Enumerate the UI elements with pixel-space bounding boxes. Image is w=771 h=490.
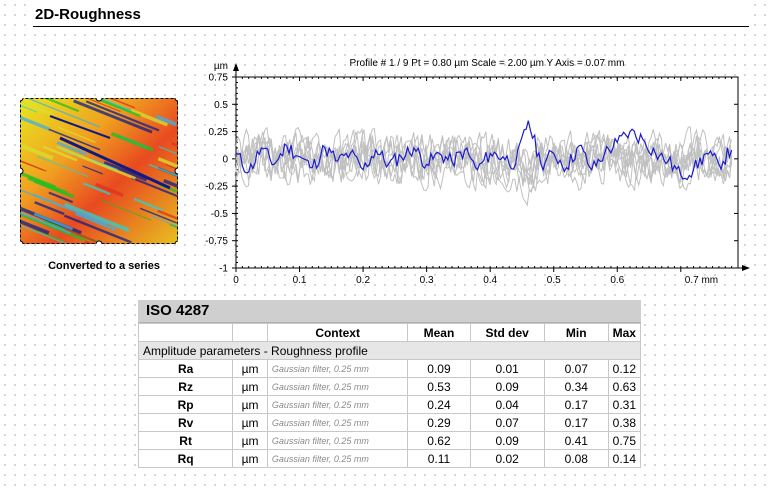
cell-min: 0.17 [543, 413, 609, 432]
cell-unit: µm [232, 359, 268, 378]
x-tick-label: 0.2 [356, 275, 370, 286]
header-unit [232, 323, 268, 342]
page-header: 2D-Roughness [33, 4, 749, 27]
table-row: Rt µm Gaussian filter, 0.25 mm 0.62 0.09 0.41… [137, 431, 642, 450]
y-tick-label: -0.5 [211, 209, 229, 220]
surface-thumbnail[interactable] [20, 98, 178, 244]
cell-context: Gaussian filter, 0.25 mm [266, 431, 409, 450]
x-axis-arrow [742, 265, 750, 271]
results-table: Context Mean Std dev Min Max Amplitude p… [137, 323, 642, 468]
cell-unit: µm [232, 377, 268, 396]
group-label: Amplitude parameters - Roughness profile [138, 341, 641, 360]
table-row: Rv µm Gaussian filter, 0.25 mm 0.29 0.07 0.17… [137, 413, 642, 432]
table-header-row: Context Mean Std dev Min Max [137, 323, 642, 342]
cell-max: 0.63 [607, 377, 642, 396]
cell-param: Rz [137, 377, 234, 396]
cell-context: Gaussian filter, 0.25 mm [266, 413, 409, 432]
header-min: Min [543, 323, 609, 342]
header-param [137, 323, 234, 342]
y-tick-label: -0.25 [205, 182, 228, 193]
background-profile [235, 132, 733, 186]
cell-max: 0.38 [607, 413, 642, 432]
y-axis-arrow [233, 63, 239, 71]
cell-min: 0.34 [543, 377, 609, 396]
cell-context: Gaussian filter, 0.25 mm [266, 377, 409, 396]
cell-std: 0.01 [469, 359, 545, 378]
surface-image [20, 98, 178, 244]
page-title: 2D-Roughness [35, 6, 141, 23]
x-tick-label: 0.4 [483, 275, 497, 286]
cell-std: 0.04 [469, 395, 545, 414]
table-row: Rz µm Gaussian filter, 0.25 mm 0.53 0.09 0.34… [137, 377, 642, 396]
cell-min: 0.41 [543, 431, 609, 450]
cell-unit: µm [232, 431, 268, 450]
resize-handles[interactable] [20, 98, 178, 244]
x-tick-label: 0.6 [610, 275, 624, 286]
header-mean: Mean [407, 323, 471, 342]
cell-mean: 0.09 [407, 359, 471, 378]
x-tick-label: 0 [233, 275, 239, 286]
thumbnail-caption: Converted to a series [48, 260, 160, 272]
cell-max: 0.75 [607, 431, 642, 450]
x-tick-label: 0.7 mm [685, 275, 718, 286]
cell-param: Rq [137, 449, 234, 468]
cell-mean: 0.11 [407, 449, 471, 468]
surface-streaks [20, 98, 178, 244]
cell-param: Rv [137, 413, 234, 432]
table-title: ISO 4287 [138, 300, 641, 323]
cell-param: Rt [137, 431, 234, 450]
cell-context: Gaussian filter, 0.25 mm [266, 449, 409, 468]
profile-series-line [235, 120, 733, 181]
cell-max: 0.14 [607, 449, 642, 468]
iso-table: ISO 4287 Context Mean Std dev Min Max Am… [137, 300, 642, 468]
y-tick-label: -0.75 [205, 236, 228, 247]
table-row: Rq µm Gaussian filter, 0.25 mm 0.11 0.02 0.08… [137, 449, 642, 468]
table-row: Ra µm Gaussian filter, 0.25 mm 0.09 0.01 0.07… [137, 359, 642, 378]
cell-min: 0.07 [543, 359, 609, 378]
x-tick-label: 0.5 [547, 275, 561, 286]
cell-std: 0.09 [469, 431, 545, 450]
cell-mean: 0.29 [407, 413, 471, 432]
background-profile [235, 130, 733, 189]
table-row: Rp µm Gaussian filter, 0.25 mm 0.24 0.04 0.17… [137, 395, 642, 414]
y-tick-label: 0.5 [214, 100, 228, 111]
y-axis-label: µm [214, 61, 228, 72]
x-tick-label: 0.1 [293, 275, 307, 286]
cell-max: 0.12 [607, 359, 642, 378]
cell-min: 0.17 [543, 395, 609, 414]
cell-param: Rp [137, 395, 234, 414]
x-tick-label: 0.3 [420, 275, 434, 286]
cell-std: 0.02 [469, 449, 545, 468]
header-context: Context [266, 323, 409, 342]
profile-chart[interactable]: Profile # 1 / 9 Pt = 0.80 µm Scale = 2.0… [200, 52, 771, 297]
cell-mean: 0.24 [407, 395, 471, 414]
cell-unit: µm [232, 395, 268, 414]
y-tick-label: 0.75 [209, 73, 229, 84]
cell-max: 0.31 [607, 395, 642, 414]
cell-mean: 0.62 [407, 431, 471, 450]
cell-context: Gaussian filter, 0.25 mm [266, 359, 409, 378]
cell-unit: µm [232, 449, 268, 468]
y-tick-label: 0.25 [209, 127, 229, 138]
cell-std: 0.07 [469, 413, 545, 432]
cell-unit: µm [232, 413, 268, 432]
cell-mean: 0.53 [407, 377, 471, 396]
y-tick-label: 0 [222, 154, 228, 165]
cell-min: 0.08 [543, 449, 609, 468]
chart-title: Profile # 1 / 9 Pt = 0.80 µm Scale = 2.0… [350, 58, 625, 69]
header-std: Std dev [469, 323, 545, 342]
profile-chart-svg: Profile # 1 / 9 Pt = 0.80 µm Scale = 2.0… [205, 58, 750, 286]
group-row: Amplitude parameters - Roughness profile [138, 341, 641, 360]
cell-std: 0.09 [469, 377, 545, 396]
cell-param: Ra [137, 359, 234, 378]
cell-context: Gaussian filter, 0.25 mm [266, 395, 409, 414]
y-tick-label: -1 [219, 264, 228, 275]
header-max: Max [607, 323, 642, 342]
background-profile [235, 126, 733, 185]
